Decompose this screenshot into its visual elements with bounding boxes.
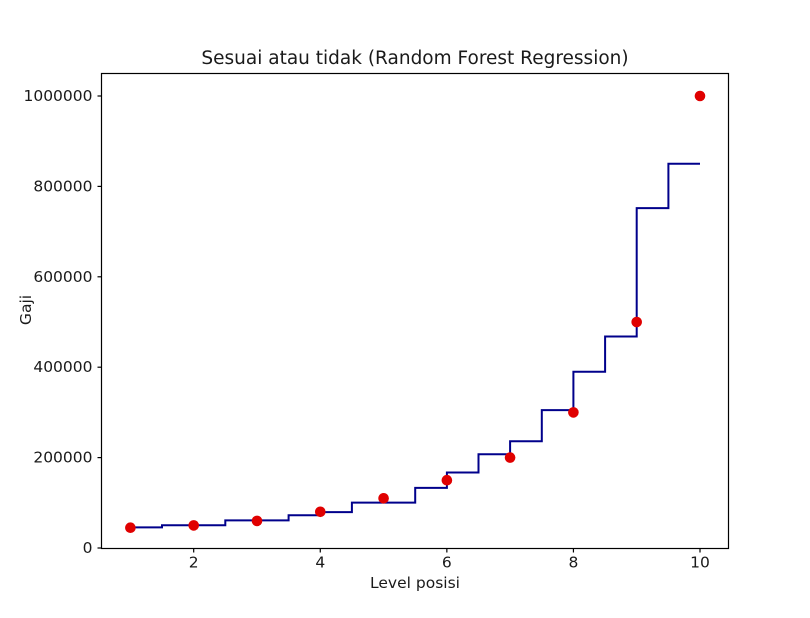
x-tick-label: 10 bbox=[690, 554, 710, 572]
y-tick-label: 800000 bbox=[33, 177, 92, 195]
y-tick-label: 1000000 bbox=[23, 87, 92, 105]
scatter-point bbox=[441, 474, 453, 486]
regression-step-line bbox=[130, 162, 700, 529]
y-axis-ticks: 0 200000 400000 600000 800000 1000000 bbox=[23, 87, 102, 557]
scatter-point bbox=[188, 520, 199, 531]
chart-title: Sesuai atau tidak (Random Forest Regress… bbox=[201, 48, 628, 69]
y-tick-label: 400000 bbox=[33, 358, 92, 376]
regression-step-line-group bbox=[130, 162, 700, 529]
scatter-points-group bbox=[125, 90, 706, 533]
x-tick-label: 8 bbox=[568, 554, 578, 572]
x-tick-label: 6 bbox=[442, 554, 452, 572]
y-tick-label: 200000 bbox=[33, 449, 92, 467]
scatter-point bbox=[125, 522, 136, 533]
scatter-point bbox=[378, 493, 389, 504]
plot-border bbox=[100, 72, 730, 550]
scatter-point bbox=[694, 90, 706, 102]
x-tick-label: 2 bbox=[189, 554, 199, 572]
x-axis-label: Level posisi bbox=[370, 574, 460, 592]
scatter-point bbox=[568, 407, 579, 418]
scatter-point bbox=[315, 506, 326, 518]
x-tick-label: 4 bbox=[315, 554, 325, 572]
x-axis-ticks: 2 4 6 8 10 bbox=[189, 548, 710, 572]
y-axis-label: Gaji bbox=[17, 295, 35, 325]
y-tick-label: 600000 bbox=[33, 268, 92, 286]
scatter-point bbox=[631, 316, 642, 328]
scatter-point bbox=[504, 452, 516, 463]
y-tick-label: 0 bbox=[83, 539, 93, 557]
scatter-point bbox=[251, 515, 263, 527]
